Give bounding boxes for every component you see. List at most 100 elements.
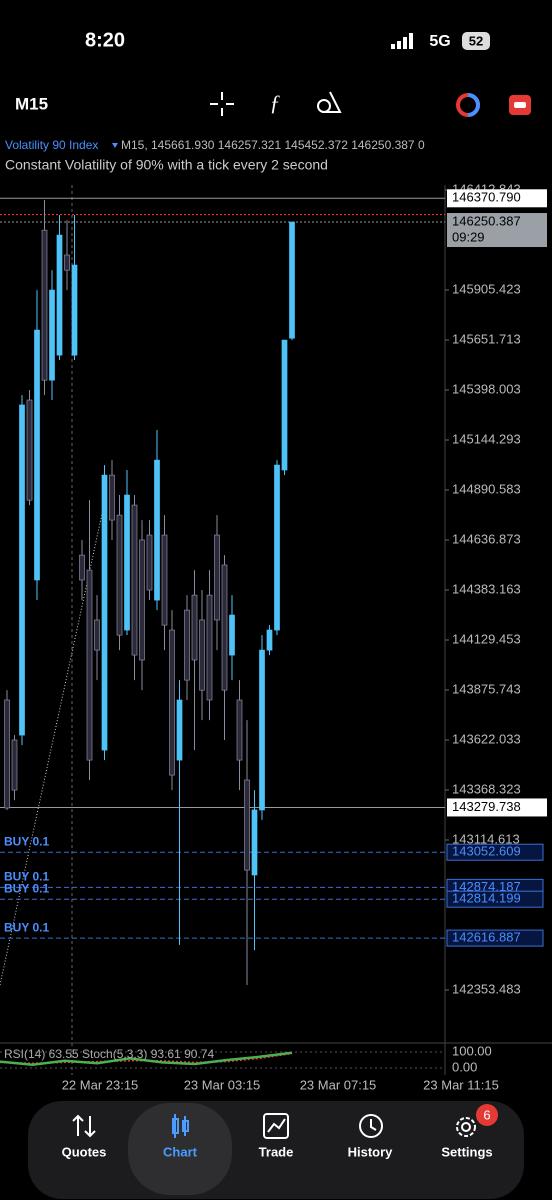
order-label-box	[446, 843, 544, 861]
candle-body	[79, 554, 85, 581]
y-tick-label: 143114.613	[452, 831, 520, 846]
candle-body	[169, 629, 175, 776]
indicator-tick-label: 0.00	[452, 1059, 477, 1074]
badge	[476, 1104, 498, 1126]
timeframe[interactable]: M15	[15, 94, 48, 113]
order-label: 143052.609	[452, 844, 521, 859]
battery-level: 52	[469, 33, 483, 48]
symbol-description: Constant Volatility of 90% with a tick e…	[5, 157, 328, 173]
order-label: 142814.199	[452, 891, 521, 906]
order-text: BUY 0.1	[4, 881, 49, 895]
candle-body	[184, 609, 190, 681]
price-label: 146250.387	[452, 213, 521, 228]
candle-body	[19, 404, 25, 736]
order-label-box	[446, 890, 544, 908]
y-tick-label: 143368.323	[452, 781, 521, 796]
account-button[interactable]	[456, 93, 480, 117]
y-tick-label: 142353.483	[452, 981, 521, 996]
order-label: 142874.187	[452, 879, 521, 894]
candle-body	[146, 534, 153, 591]
objects-button[interactable]	[317, 91, 342, 113]
indicators-button[interactable]: ƒ	[270, 90, 281, 115]
nav-selected	[128, 1103, 232, 1195]
price-label-box	[447, 798, 547, 817]
x-tick-label: 23 Mar 07:15	[300, 1077, 377, 1092]
candle-body	[274, 464, 280, 631]
candle-body	[244, 779, 250, 871]
candle-body	[94, 619, 100, 651]
price-label-box	[447, 189, 547, 208]
y-tick-label: 144129.453	[452, 631, 521, 646]
settings-icon	[456, 1117, 476, 1137]
price-label: 146370.790	[452, 190, 521, 205]
indicator-main	[0, 1051, 293, 1067]
y-tick-label: 144890.583	[452, 481, 521, 496]
candle-body	[139, 539, 145, 661]
nav-label[interactable]: Quotes	[62, 1144, 107, 1159]
candle-body	[124, 494, 130, 631]
badge-count: 6	[483, 1107, 490, 1122]
candle-body	[154, 459, 160, 601]
candle-body	[281, 339, 288, 471]
candle-body	[34, 329, 40, 581]
candle-body	[251, 809, 258, 876]
indicator-tick-label: 100.00	[452, 1043, 492, 1058]
candle-body	[71, 264, 78, 356]
candle-body	[86, 569, 93, 761]
candle-body	[221, 564, 228, 691]
candle-body	[56, 234, 63, 356]
nav-label[interactable]: Trade	[259, 1144, 294, 1159]
nav-label[interactable]: History	[348, 1144, 394, 1159]
candle-body	[289, 221, 295, 339]
y-tick-label: 143622.033	[452, 731, 521, 746]
candle-body	[259, 649, 265, 811]
price-label: 143279.738	[452, 799, 521, 814]
symbol-name: Volatility 90 Index	[5, 138, 98, 152]
x-tick-label: 22 Mar 23:15	[62, 1077, 139, 1092]
candle-body	[161, 534, 168, 626]
y-tick-label: 144383.163	[452, 581, 521, 596]
history-icon	[359, 1114, 383, 1138]
candle-body	[266, 629, 273, 651]
candle-body	[64, 254, 70, 271]
clock: 8:20	[85, 29, 125, 51]
candle-body	[11, 739, 18, 791]
order-text: BUY 0.1	[4, 834, 49, 848]
battery-icon	[462, 32, 490, 50]
countdown: 09:29	[452, 229, 485, 244]
order-text: BUY 0.1	[4, 870, 49, 884]
y-tick-label: 145905.423	[452, 281, 521, 296]
symbol-info: M15, 145661.930 146257.321 145452.372 14…	[121, 138, 425, 152]
candle-body	[109, 474, 115, 521]
y-tick-label: 144636.873	[452, 531, 521, 546]
x-tick-label: 23 Mar 03:15	[184, 1077, 261, 1092]
symbol-dropdown[interactable]	[112, 143, 118, 148]
candle-body	[41, 229, 48, 381]
chart-icon	[172, 1114, 189, 1138]
trade-icon	[263, 1113, 289, 1139]
order-label-box	[446, 929, 544, 947]
candle-body	[199, 619, 205, 691]
candle-body	[4, 699, 10, 809]
quotes-icon	[72, 1114, 96, 1138]
nav-label[interactable]: Chart	[163, 1144, 198, 1159]
y-tick-label: 145398.003	[452, 381, 521, 396]
candle-body	[101, 474, 108, 751]
nav-label[interactable]: Settings	[441, 1144, 492, 1159]
candle-body	[49, 289, 55, 381]
indicator-label: RSI(14) 63.55 Stoch(5,3,3) 93.61 90.74	[4, 1047, 214, 1061]
signal-icon	[391, 33, 413, 49]
order-label: 142616.887	[452, 930, 521, 945]
order-text: BUY 0.1	[4, 920, 49, 934]
x-tick-label: 23 Mar 11:15	[423, 1077, 499, 1092]
trade-button[interactable]	[509, 95, 531, 115]
crosshair-button[interactable]	[210, 92, 234, 116]
candle-body	[229, 614, 235, 656]
network: 5G	[429, 33, 450, 50]
candle-body	[176, 699, 183, 761]
price-label-box	[447, 213, 547, 248]
candle-body	[236, 699, 243, 761]
y-tick-label: 143875.743	[452, 681, 521, 696]
candle-body	[131, 504, 138, 656]
